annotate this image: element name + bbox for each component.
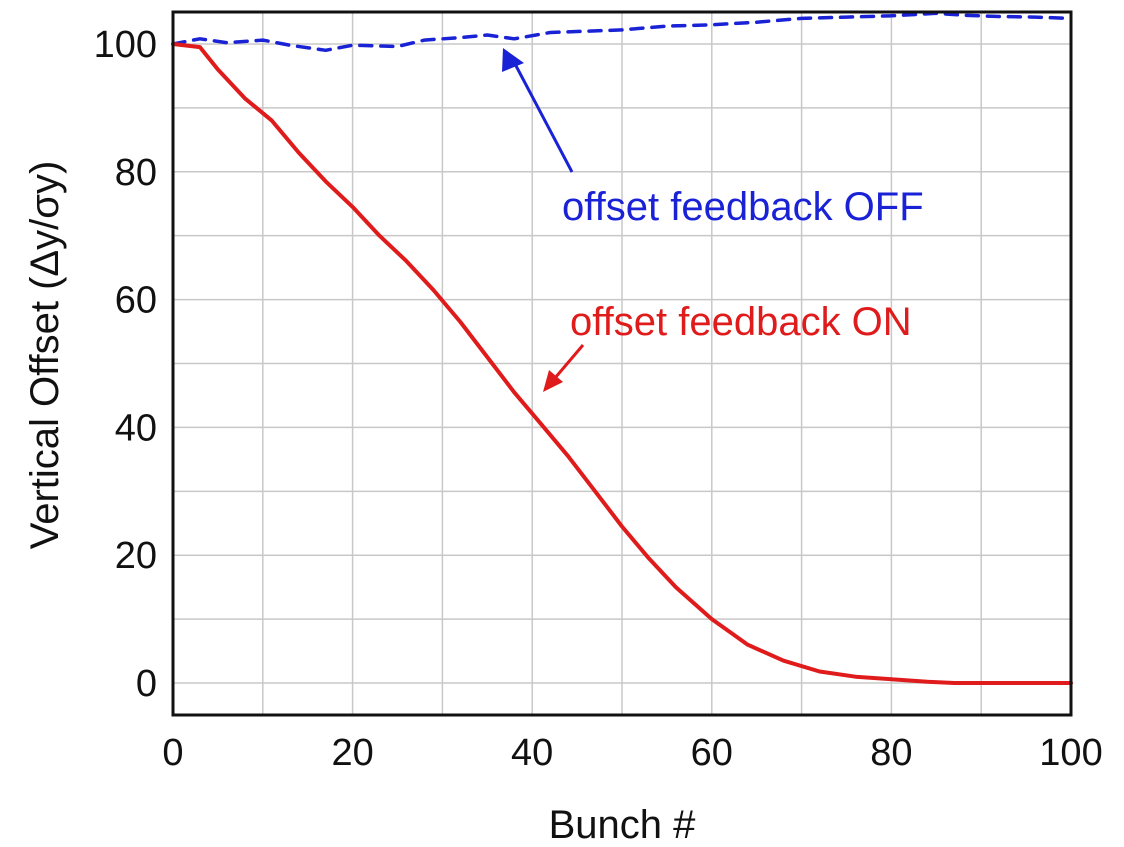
x-tick-label: 40 (511, 732, 553, 774)
tick-labels: 0 20 40 60 80 100 0 20 40 60 80 100 (94, 24, 1103, 774)
series-line-feedback-on (171, 42, 1073, 685)
y-tick-label: 80 (115, 152, 157, 194)
plot-frame (171, 10, 1073, 717)
y-tick-label: 40 (115, 407, 157, 449)
y-tick-label: 100 (94, 24, 157, 66)
x-tick-label: 80 (870, 732, 912, 774)
annotation-off-label: offset feedback OFF (562, 185, 924, 229)
annotation-feedback-on: offset feedback ON (543, 300, 912, 392)
annotation-on-arrowhead (543, 370, 563, 392)
annotation-on-arrow (553, 344, 585, 379)
y-tick-label: 60 (115, 280, 157, 322)
y-axis-title: Vertical Offset (Δy/σy) (23, 161, 67, 550)
grid (173, 12, 1071, 715)
y-tick-label: 20 (115, 535, 157, 577)
x-tick-label: 100 (1039, 732, 1102, 774)
x-tick-label: 0 (162, 732, 183, 774)
x-tick-label: 60 (691, 732, 733, 774)
y-tick-label: 0 (136, 663, 157, 705)
annotation-feedback-off: offset feedback OFF (502, 48, 924, 229)
annotation-off-arrowhead (502, 48, 524, 72)
annotation-on-label: offset feedback ON (570, 300, 912, 344)
series-line-feedback-off (171, 11, 1073, 53)
x-axis-title: Bunch # (549, 803, 697, 847)
annotation-off-arrow (512, 61, 574, 173)
x-tick-label: 20 (331, 732, 373, 774)
series-layer (171, 11, 1073, 685)
